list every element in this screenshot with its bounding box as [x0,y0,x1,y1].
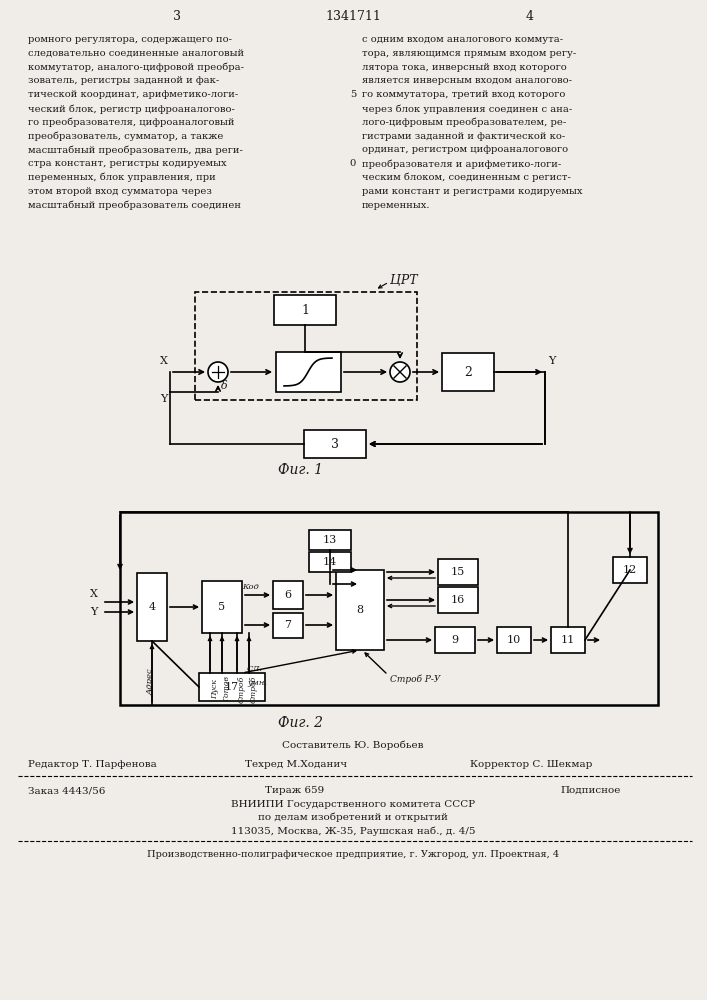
Text: ромного регулятора, содержащего по-: ромного регулятора, содержащего по- [28,35,232,44]
Text: го преобразователя, цифроаналоговый: го преобразователя, цифроаналоговый [28,118,235,127]
Text: X: X [160,356,168,366]
Text: 4: 4 [526,10,534,23]
Text: Строб Р-У: Строб Р-У [390,674,440,684]
Text: по делам изобретений и открытий: по делам изобретений и открытий [258,813,448,822]
FancyBboxPatch shape [137,573,167,641]
FancyBboxPatch shape [442,353,494,391]
Text: масштабный преобразователь, два реги-: масштабный преобразователь, два реги- [28,145,243,155]
Text: 3: 3 [331,438,339,450]
Text: ординат, регистром цифроаналогового: ординат, регистром цифроаналогового [362,145,568,154]
Text: 5: 5 [350,90,356,99]
Text: Тираж 659: Тираж 659 [265,786,325,795]
FancyBboxPatch shape [551,627,585,653]
Text: Подписное: Подписное [560,786,620,795]
Text: Фиг. 1: Фиг. 1 [278,463,322,477]
Text: умн.: умн. [247,679,267,687]
Text: Пуск: Пуск [211,679,219,699]
Text: коммутатор, аналого-цифровой преобра-: коммутатор, аналого-цифровой преобра- [28,63,244,72]
Text: δ: δ [221,381,228,391]
Text: рами констант и регистрами кодируемых: рами констант и регистрами кодируемых [362,187,583,196]
Text: ЦРТ: ЦРТ [390,273,418,286]
Text: СЛ.: СЛ. [247,665,263,673]
Text: через блок управления соединен с ана-: через блок управления соединен с ана- [362,104,572,113]
Text: 4: 4 [148,602,156,612]
Text: Заказ 4443/56: Заказ 4443/56 [28,786,105,795]
Text: Y: Y [160,394,168,404]
Text: го коммутатора, третий вход которого: го коммутатора, третий вход которого [362,90,566,99]
Text: 2: 2 [464,365,472,378]
Text: Строб: Строб [250,675,258,703]
FancyBboxPatch shape [336,570,384,650]
Text: ческим блоком, соединенным с регист-: ческим блоком, соединенным с регист- [362,173,571,182]
FancyBboxPatch shape [273,581,303,609]
Text: с одним входом аналогового коммута-: с одним входом аналогового коммута- [362,35,563,44]
Text: 11: 11 [561,635,575,645]
Text: Строб: Строб [238,675,246,703]
Text: 12: 12 [623,565,637,575]
Text: является инверсным входом аналогово-: является инверсным входом аналогово- [362,76,572,85]
Circle shape [208,362,228,382]
Text: Y: Y [548,356,556,366]
Text: зователь, регистры заданной и фак-: зователь, регистры заданной и фак- [28,76,219,85]
FancyBboxPatch shape [274,295,336,325]
Text: переменных, блок управления, при: переменных, блок управления, при [28,173,216,182]
FancyBboxPatch shape [438,587,478,613]
Text: этом второй вход сумматора через: этом второй вход сумматора через [28,187,212,196]
Text: 15: 15 [451,567,465,577]
Text: гистрами заданной и фактической ко-: гистрами заданной и фактической ко- [362,132,566,141]
Text: 17: 17 [225,682,239,692]
FancyBboxPatch shape [276,352,341,392]
FancyBboxPatch shape [199,673,265,701]
FancyBboxPatch shape [273,612,303,638]
Text: Техред М.Ходанич: Техред М.Ходанич [245,760,347,769]
Text: Редактор Т. Парфенова: Редактор Т. Парфенова [28,760,157,769]
Text: Код: Код [242,583,259,591]
FancyBboxPatch shape [435,627,475,653]
Text: 10: 10 [507,635,521,645]
Text: тической координат, арифметико-логи-: тической координат, арифметико-логи- [28,90,238,99]
FancyBboxPatch shape [309,530,351,550]
Text: 9: 9 [452,635,459,645]
FancyBboxPatch shape [202,581,242,633]
Text: 8: 8 [356,605,363,615]
Text: ческий блок, регистр цифроаналогово-: ческий блок, регистр цифроаналогово- [28,104,235,113]
Text: Адрес: Адрес [146,668,154,695]
FancyBboxPatch shape [304,430,366,458]
Text: 113035, Москва, Ж-35, Раушская наб., д. 4/5: 113035, Москва, Ж-35, Раушская наб., д. … [230,826,475,836]
Text: масштабный преобразователь соединен: масштабный преобразователь соединен [28,201,241,210]
FancyBboxPatch shape [613,557,647,583]
Text: 0: 0 [350,159,356,168]
Text: 5: 5 [218,602,226,612]
Text: 13: 13 [323,535,337,545]
Text: преобразователь, сумматор, а также: преобразователь, сумматор, а также [28,132,223,141]
Text: 14: 14 [323,557,337,567]
Text: преобразователя и арифметико-логи-: преобразователя и арифметико-логи- [362,159,561,169]
Text: Фиг. 2: Фиг. 2 [278,716,322,730]
Text: Производственно-полиграфическое предприятие, г. Ужгород, ул. Проектная, 4: Производственно-полиграфическое предприя… [147,850,559,859]
Circle shape [390,362,410,382]
FancyBboxPatch shape [497,627,531,653]
Text: 6: 6 [284,590,291,600]
Text: лого-цифровым преобразователем, ре-: лого-цифровым преобразователем, ре- [362,118,566,127]
Text: Y: Y [90,607,98,617]
Text: 3: 3 [173,10,181,23]
FancyBboxPatch shape [438,559,478,585]
Text: ВНИИПИ Государственного комитета СССР: ВНИИПИ Государственного комитета СССР [231,800,475,809]
FancyBboxPatch shape [309,552,351,572]
Text: Составитель Ю. Воробьев: Составитель Ю. Воробьев [282,740,423,750]
Text: стра констант, регистры кодируемых: стра констант, регистры кодируемых [28,159,227,168]
Text: тора, являющимся прямым входом регу-: тора, являющимся прямым входом регу- [362,49,576,58]
Text: переменных.: переменных. [362,201,431,210]
Text: Корректор С. Шекмар: Корректор С. Шекмар [470,760,592,769]
Text: лятора тока, инверсный вход которого: лятора тока, инверсный вход которого [362,63,567,72]
Text: X: X [90,589,98,599]
Text: следовательно соединенные аналоговый: следовательно соединенные аналоговый [28,49,244,58]
Text: 16: 16 [451,595,465,605]
Text: Готов: Готов [223,676,231,702]
Text: 1341711: 1341711 [325,10,381,23]
Text: 1: 1 [301,304,309,316]
Text: 7: 7 [284,620,291,630]
